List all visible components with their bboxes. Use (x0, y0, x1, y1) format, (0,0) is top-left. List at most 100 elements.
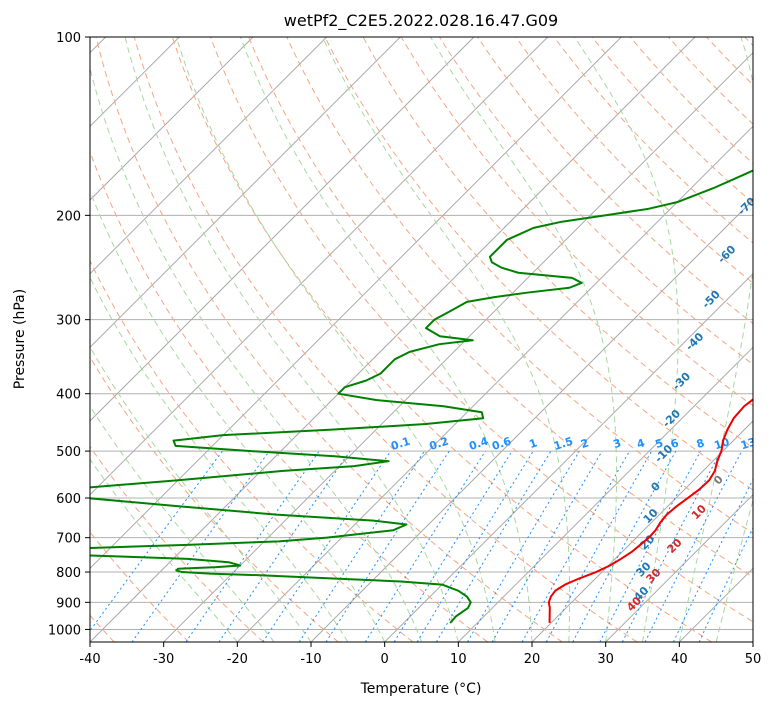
x-tick-label: 0 (381, 652, 389, 667)
moist-adiabat-line (678, 37, 753, 642)
moist-adiabat-line (574, 37, 679, 642)
mixing-ratio-label: 6 (669, 436, 681, 451)
x-tick-label: 20 (524, 652, 541, 667)
moist-adiabat-line (90, 405, 275, 642)
moist-adiabat-line (90, 458, 238, 642)
isotherm-line (90, 37, 401, 349)
mixing-ratio-line (545, 450, 653, 642)
x-tick-label: -30 (153, 652, 174, 667)
mixing-ratio-line (325, 450, 450, 642)
moist-adiabat-lines (90, 37, 753, 642)
y-tick-label: 700 (56, 532, 81, 547)
mixing-ratio-label: 0.4 (467, 434, 490, 452)
mixing-ratio-line (416, 450, 534, 642)
y-tick-label: 500 (56, 445, 81, 460)
mixing-ratio-line (90, 450, 223, 632)
moist-adiabat-line (90, 66, 422, 642)
mixing-ratio-line (521, 450, 630, 642)
plot-area (90, 37, 753, 642)
mixing-ratio-line (185, 450, 320, 642)
isotherm-line (752, 641, 753, 642)
isotherm-line (90, 37, 475, 422)
mixing-ratio-line (644, 450, 743, 642)
dry-adiabat-line (133, 37, 638, 642)
dry-adiabat-line (286, 37, 753, 534)
dry-adiabat-label: -90 (762, 109, 775, 132)
x-tick-label: 40 (671, 652, 688, 667)
plot-border (89, 36, 754, 643)
moist-adiabat-line (124, 37, 459, 642)
isotherm-line (90, 37, 328, 275)
mixing-ratio-label: 1.5 (552, 435, 575, 453)
isotherm-line (457, 346, 753, 642)
moist-adiabat-line (430, 37, 618, 642)
isotherm-line (605, 493, 753, 642)
dry-adiabat-line (324, 37, 753, 491)
mixing-ratio-line (672, 478, 753, 642)
y-tick-label: 1000 (48, 623, 81, 638)
plot-background (90, 37, 753, 642)
mixing-ratio-line (393, 450, 513, 642)
mixing-ratio-label: 5 (654, 436, 665, 451)
sounding-profiles (90, 169, 753, 624)
y-tick-label: 800 (56, 566, 81, 581)
y-tick-label: 600 (56, 492, 81, 507)
mixing-ratio-line (467, 450, 580, 642)
temperature-profile (547, 398, 753, 623)
dry-adiabat-label: -100 (768, 67, 775, 96)
isotherm-line (90, 37, 254, 201)
y-tick-label: 900 (56, 596, 81, 611)
dry-adiabat-line (515, 37, 753, 284)
mixing-ratio-label: 8 (695, 436, 706, 451)
x-axis-label: Temperature (°C) (360, 681, 482, 697)
moist-adiabat-line (90, 276, 349, 642)
isotherm-line (236, 125, 753, 642)
dry-adiabat-label: -80 (751, 152, 774, 175)
mixing-ratio-line (364, 450, 486, 642)
mixing-ratio-label: 2 (579, 436, 590, 451)
x-axis-ticks: -40 -30 -20 -10 0 10 20 30 40 50 (79, 642, 761, 667)
x-tick-label: -20 (227, 652, 248, 667)
dry-adiabat-line (248, 37, 753, 578)
mixing-ratio-line (572, 450, 677, 642)
moist-adiabat-line (90, 345, 312, 642)
mixing-ratio-lines (90, 450, 753, 642)
isotherm-lines (90, 37, 753, 642)
y-tick-label: 300 (56, 314, 81, 329)
mixing-ratio-label: 1 (528, 436, 539, 451)
mixing-ratio-line (435, 450, 552, 642)
mixing-ratio-label: 4 (635, 436, 647, 451)
isotherm-line (90, 37, 622, 570)
y-tick-label: 100 (56, 31, 81, 46)
x-tick-label: 50 (745, 652, 762, 667)
moist-adiabat-line (715, 498, 753, 642)
mixing-ratio-line (698, 526, 753, 642)
mixing-ratio-label: 16 (760, 435, 775, 452)
moist-adiabat-line (90, 189, 386, 642)
dewpoint-profile (90, 169, 753, 624)
mixing-ratio-line (599, 450, 701, 642)
plot-frame (89, 36, 754, 643)
isotherm-line (531, 420, 753, 642)
mixing-ratio-label: 0.6 (490, 434, 513, 452)
y-axis-ticks: 100 200 300 400 500 600 700 800 900 1000 (48, 31, 90, 638)
moist-adiabat-line (175, 37, 496, 642)
y-tick-label: 400 (56, 388, 81, 403)
dry-adiabat-line (90, 445, 264, 642)
x-tick-label: -10 (300, 652, 321, 667)
x-tick-label: 30 (597, 652, 614, 667)
x-tick-label: 10 (450, 652, 467, 667)
dry-adiabat-line (90, 259, 414, 642)
y-tick-label: 200 (56, 209, 81, 224)
mixing-ratio-label: 13 (739, 435, 758, 452)
dry-adiabat-line (95, 37, 563, 642)
mixing-ratio-line (131, 450, 270, 642)
mixing-ratio-line (491, 450, 603, 642)
moist-adiabat-line (239, 37, 533, 642)
moist-adiabat-line (322, 37, 571, 642)
mixing-ratio-line (621, 450, 722, 642)
mixing-ratio-line (298, 450, 425, 642)
mixing-ratio-label: 0.2 (428, 435, 451, 453)
dry-adiabat-line (171, 37, 712, 642)
